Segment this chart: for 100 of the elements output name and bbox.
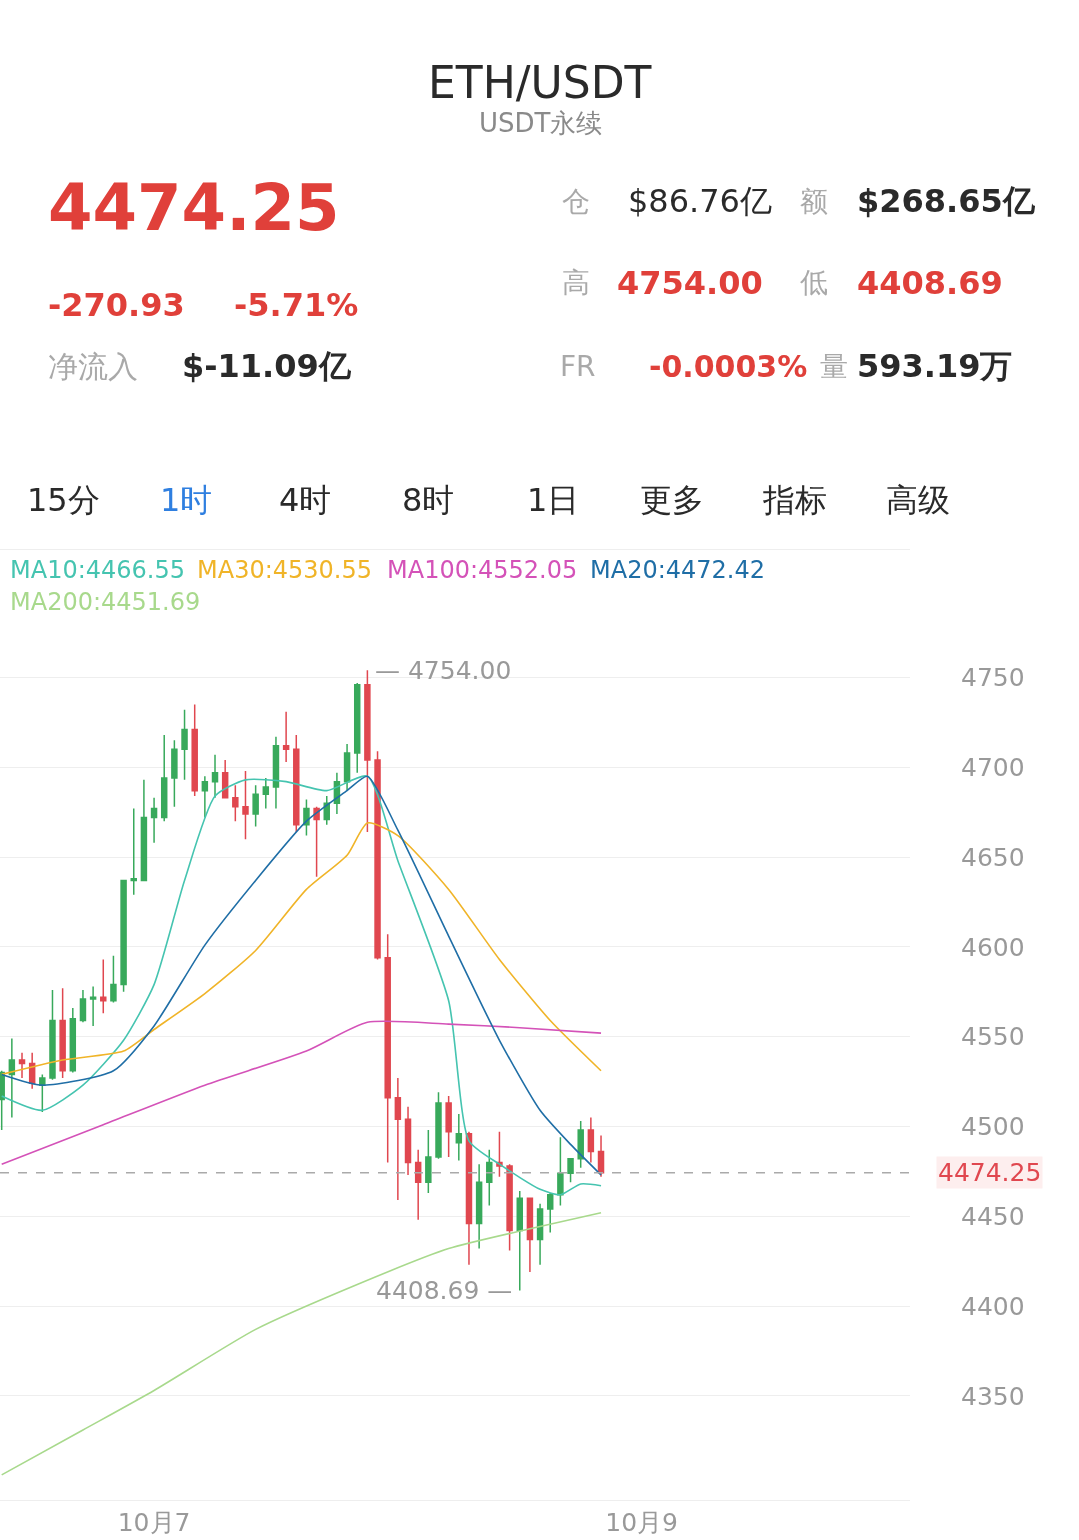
text: $86.76亿 xyxy=(628,182,772,220)
y-tick-label: 4600 xyxy=(961,932,1025,962)
candlestick xyxy=(435,1091,442,1160)
candlestick xyxy=(110,955,117,1004)
candlestick xyxy=(8,1037,16,1119)
text: 1日 xyxy=(527,481,580,519)
y-tick-label: 4350 xyxy=(961,1381,1025,1411)
candlestick xyxy=(577,1120,584,1169)
text: 仓 xyxy=(562,185,590,218)
candlestick xyxy=(384,933,391,1164)
candlestick xyxy=(59,987,66,1079)
candlestick xyxy=(496,1131,503,1178)
text: 净流入 xyxy=(48,349,138,384)
text: MA100:4552.05 xyxy=(387,556,578,584)
candlestick xyxy=(39,1073,46,1113)
candlestick xyxy=(293,734,300,833)
candlestick xyxy=(89,985,97,1027)
candlestick xyxy=(516,1190,523,1292)
candlestick xyxy=(69,1007,77,1074)
text: MA30:4530.55 xyxy=(197,556,372,584)
candlestick xyxy=(100,958,107,1015)
y-tick-label: 4400 xyxy=(961,1291,1025,1321)
candlestick xyxy=(181,709,188,781)
candlestick xyxy=(160,734,168,822)
candlestick xyxy=(597,1134,605,1178)
candlestick xyxy=(414,1149,422,1221)
chart-subtitle: USDT永续 xyxy=(479,108,603,138)
candlestick xyxy=(526,1197,534,1273)
candlestick xyxy=(394,1077,402,1201)
candlestick xyxy=(455,1113,463,1162)
text: 指标 xyxy=(762,481,827,519)
candlestick xyxy=(211,753,219,799)
candlestick xyxy=(475,1163,483,1250)
candlestick xyxy=(252,784,259,828)
candlestick xyxy=(282,710,290,763)
candlestick xyxy=(232,784,239,822)
text: 4474.25 xyxy=(48,171,340,245)
x-tick-label: 10月7 xyxy=(117,1508,191,1537)
candlestick xyxy=(221,759,229,799)
text: 低 xyxy=(800,266,828,299)
candlestick xyxy=(323,795,330,826)
candlestick xyxy=(445,1095,452,1158)
candlestick xyxy=(353,682,361,774)
text: 4754.00 xyxy=(617,264,763,302)
text: 量 xyxy=(820,350,848,383)
candlestick xyxy=(201,775,209,819)
candlestick xyxy=(425,1129,432,1194)
text: 1时 xyxy=(160,481,213,519)
candlestick xyxy=(171,739,178,808)
candlestick xyxy=(49,989,56,1081)
text: 高 xyxy=(562,266,590,299)
y-tick-label: 4550 xyxy=(961,1022,1025,1052)
candlestick xyxy=(404,1105,412,1176)
text: 更多 xyxy=(640,481,704,519)
candlestick xyxy=(587,1116,595,1164)
candlestick xyxy=(364,669,371,833)
candlestick xyxy=(486,1149,493,1207)
candlestick xyxy=(343,743,351,792)
candlestick xyxy=(191,703,198,797)
candlestick xyxy=(465,1131,473,1266)
candlestick xyxy=(0,1070,5,1131)
text: 4408.69 xyxy=(857,264,1003,302)
candlestick xyxy=(130,807,137,896)
text: MA10:4466.55 xyxy=(10,556,185,584)
text: 4时 xyxy=(279,481,332,519)
candlestick xyxy=(28,1052,36,1090)
text: FR xyxy=(560,350,596,383)
candlestick xyxy=(303,798,310,837)
candlestick xyxy=(79,989,87,1024)
text: -5.71% xyxy=(234,286,359,324)
y-tick-label: 4750 xyxy=(961,663,1025,693)
y-tick-label: 4500 xyxy=(961,1112,1025,1142)
candlestick xyxy=(567,1158,574,1183)
annotation: 4408.69 — xyxy=(376,1276,513,1305)
candlestick xyxy=(262,777,270,810)
candlestick xyxy=(150,797,158,844)
text: -270.93 xyxy=(48,286,185,324)
candlestick xyxy=(546,1192,554,1234)
candlestick xyxy=(374,750,381,961)
y-tick-label: 4700 xyxy=(961,753,1025,783)
text: 8时 xyxy=(402,481,455,519)
text: MA200:4451.69 xyxy=(10,588,201,616)
text: MA20:4472.42 xyxy=(590,556,765,584)
candlestick xyxy=(140,779,148,882)
x-tick-label: 10月9 xyxy=(605,1508,679,1537)
text: $-11.09亿 xyxy=(182,347,352,385)
text: 15分 xyxy=(27,481,100,519)
chart-title: ETH/USDT xyxy=(428,57,652,108)
y-tick-label: 4650 xyxy=(961,842,1025,872)
candlestick xyxy=(272,736,280,810)
candlestick xyxy=(242,770,249,840)
candlestick xyxy=(506,1163,513,1252)
text: 额 xyxy=(800,185,828,218)
text: $268.65亿 xyxy=(857,182,1036,220)
text: 593.19万 xyxy=(857,347,1013,385)
annotation: — 4754.00 xyxy=(375,656,512,685)
text: -0.0003% xyxy=(649,349,808,384)
ref-line-label: 4474.25 xyxy=(938,1158,1042,1187)
y-tick-label: 4450 xyxy=(961,1202,1025,1232)
candlestick xyxy=(536,1202,544,1266)
